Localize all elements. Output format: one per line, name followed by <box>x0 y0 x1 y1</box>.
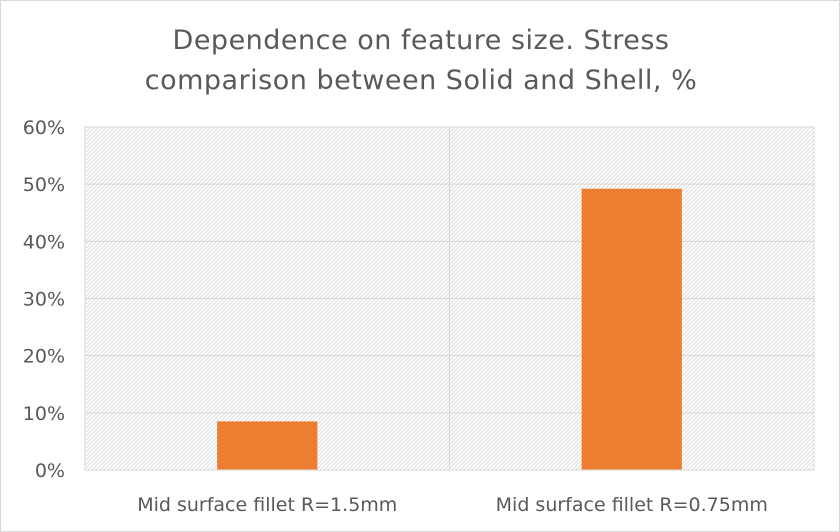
y-tick-label: 60% <box>23 117 65 139</box>
y-tick-label: 20% <box>23 346 65 368</box>
y-tick-label: 0% <box>35 460 65 482</box>
y-tick-label: 50% <box>23 174 65 196</box>
x-tick-label: Mid surface fillet R=1.5mm <box>137 494 397 516</box>
y-tick-label: 10% <box>23 403 65 425</box>
bar <box>581 188 682 471</box>
x-tick-label: Mid surface fillet R=0.75mm <box>496 494 768 516</box>
y-tick-label: 40% <box>23 231 65 253</box>
bar <box>217 421 318 470</box>
chart-title-line-2: comparison between Solid and Shell, % <box>144 65 698 96</box>
chart-title-line-1: Dependence on feature size. Stress <box>172 25 670 56</box>
y-tick-label: 30% <box>23 289 65 311</box>
chart-title: Dependence on feature size. Stress compa… <box>1 21 840 101</box>
